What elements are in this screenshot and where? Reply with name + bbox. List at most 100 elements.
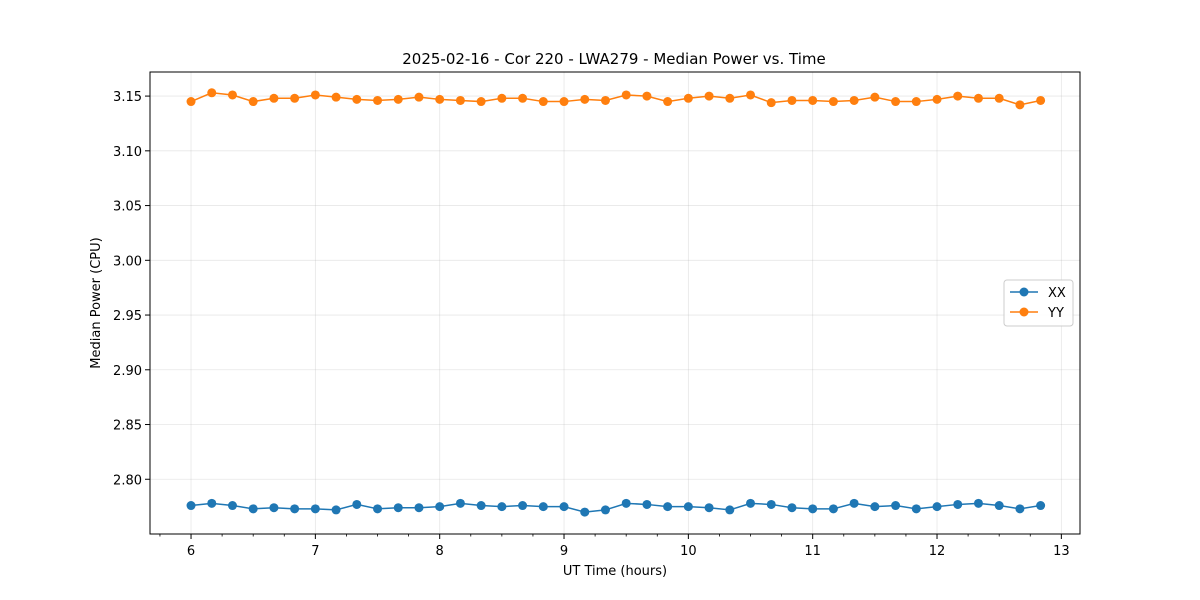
y-axis: 2.80 2.85 2.90 2.95 3.00 3.05 3.10 3.15 bbox=[113, 90, 150, 488]
legend-marker-yy bbox=[1019, 307, 1029, 317]
data-point-xx bbox=[663, 502, 673, 512]
chart-title: 2025-02-16 - Cor 220 - LWA279 - Median P… bbox=[402, 50, 826, 68]
data-point-yy bbox=[518, 93, 528, 103]
data-point-xx bbox=[290, 504, 300, 514]
data-point-yy bbox=[683, 93, 693, 103]
data-point-xx bbox=[393, 503, 403, 513]
x-tick-label: 6 bbox=[187, 544, 195, 559]
data-point-yy bbox=[891, 97, 901, 107]
data-point-yy bbox=[373, 95, 383, 105]
data-point-yy bbox=[808, 95, 818, 105]
data-point-xx bbox=[580, 507, 590, 517]
data-point-yy bbox=[973, 93, 983, 103]
y-tick-label: 3.15 bbox=[113, 90, 142, 105]
data-point-xx bbox=[518, 501, 528, 511]
x-tick-label: 7 bbox=[311, 544, 319, 559]
data-point-xx bbox=[331, 505, 341, 515]
data-point-xx bbox=[248, 504, 258, 514]
data-point-xx bbox=[642, 499, 652, 509]
data-point-yy bbox=[1036, 95, 1046, 105]
data-point-xx bbox=[538, 502, 548, 512]
data-point-yy bbox=[310, 90, 320, 100]
data-point-yy bbox=[849, 95, 859, 105]
data-point-xx bbox=[973, 498, 983, 508]
data-point-yy bbox=[725, 93, 735, 103]
data-point-yy bbox=[704, 91, 714, 101]
data-point-xx bbox=[1015, 504, 1025, 514]
y-tick-label: 3.05 bbox=[113, 200, 142, 215]
plot-frame bbox=[149, 71, 1081, 535]
data-point-xx bbox=[953, 499, 963, 509]
y-tick-label: 2.85 bbox=[113, 419, 142, 434]
legend-marker-xx bbox=[1019, 287, 1029, 297]
data-point-yy bbox=[414, 92, 424, 102]
data-point-xx bbox=[455, 498, 465, 508]
x-tick-label: 9 bbox=[560, 544, 568, 559]
data-point-yy bbox=[600, 95, 610, 105]
data-point-xx bbox=[994, 501, 1004, 511]
data-point-yy bbox=[186, 97, 196, 107]
data-point-xx bbox=[766, 499, 776, 509]
data-point-yy bbox=[663, 97, 673, 107]
data-point-xx bbox=[1036, 501, 1046, 511]
y-tick-label: 2.95 bbox=[113, 309, 142, 324]
data-point-yy bbox=[746, 90, 756, 100]
data-point-yy bbox=[1015, 100, 1025, 110]
data-point-xx bbox=[227, 501, 237, 511]
data-point-xx bbox=[600, 505, 610, 515]
data-point-xx bbox=[186, 501, 196, 511]
series-layer bbox=[186, 88, 1046, 517]
data-point-yy bbox=[828, 97, 838, 107]
y-axis-label: Median Power (CPU) bbox=[89, 237, 104, 368]
x-axis: 6 7 8 9 10 11 12 13 bbox=[159, 534, 1070, 559]
data-point-yy bbox=[538, 97, 548, 107]
data-point-xx bbox=[704, 503, 714, 513]
data-point-xx bbox=[373, 504, 383, 514]
y-tick-label: 3.10 bbox=[113, 145, 142, 160]
data-point-xx bbox=[310, 504, 320, 514]
grid-layer bbox=[150, 72, 1080, 534]
x-tick-label: 12 bbox=[929, 544, 946, 559]
data-point-yy bbox=[269, 93, 279, 103]
data-point-xx bbox=[911, 504, 921, 514]
legend-label-yy: YY bbox=[1047, 306, 1064, 321]
data-point-yy bbox=[290, 93, 300, 103]
data-point-xx bbox=[683, 502, 693, 512]
data-point-yy bbox=[207, 88, 217, 98]
x-tick-label: 11 bbox=[804, 544, 821, 559]
data-point-yy bbox=[476, 97, 486, 107]
data-point-xx bbox=[746, 498, 756, 508]
data-point-yy bbox=[497, 93, 507, 103]
data-point-yy bbox=[642, 91, 652, 101]
data-point-xx bbox=[497, 502, 507, 512]
x-tick-label: 10 bbox=[680, 544, 697, 559]
y-tick-label: 2.90 bbox=[113, 364, 142, 379]
data-point-xx bbox=[891, 501, 901, 511]
data-point-yy bbox=[621, 90, 631, 100]
data-point-yy bbox=[248, 97, 258, 107]
data-point-yy bbox=[994, 93, 1004, 103]
legend-label-xx: XX bbox=[1048, 286, 1066, 301]
data-point-yy bbox=[953, 91, 963, 101]
data-point-yy bbox=[393, 94, 403, 104]
y-tick-label: 3.00 bbox=[113, 254, 142, 269]
data-point-xx bbox=[808, 504, 818, 514]
data-point-yy bbox=[580, 94, 590, 104]
data-point-xx bbox=[725, 505, 735, 515]
data-point-xx bbox=[787, 503, 797, 513]
x-axis-label: UT Time (hours) bbox=[563, 564, 667, 579]
data-point-xx bbox=[870, 502, 880, 512]
data-point-yy bbox=[932, 94, 942, 104]
data-point-yy bbox=[435, 94, 445, 104]
y-tick-label: 2.80 bbox=[113, 473, 142, 488]
legend: XX YY bbox=[1003, 279, 1074, 327]
data-point-yy bbox=[870, 92, 880, 102]
data-point-xx bbox=[476, 501, 486, 511]
data-point-xx bbox=[932, 502, 942, 512]
data-point-yy bbox=[787, 95, 797, 105]
data-point-yy bbox=[766, 98, 776, 108]
x-tick-label: 13 bbox=[1053, 544, 1070, 559]
data-point-yy bbox=[331, 92, 341, 102]
data-point-xx bbox=[269, 503, 279, 513]
